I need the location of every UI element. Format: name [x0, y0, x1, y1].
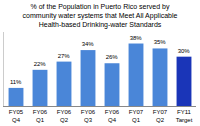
- svg-text:27%: 27%: [58, 53, 71, 59]
- svg-text:22%: 22%: [34, 61, 47, 67]
- svg-text:FY06Q3: FY06Q3: [81, 109, 96, 123]
- svg-text:11%: 11%: [10, 79, 22, 85]
- svg-text:FY06Q1: FY06Q1: [33, 109, 48, 123]
- svg-text:35%: 35%: [154, 39, 167, 45]
- svg-text:38%: 38%: [130, 35, 143, 41]
- svg-text:FY06Q4: FY06Q4: [105, 109, 120, 123]
- svg-text:FY11Target: FY11Target: [176, 109, 193, 123]
- svg-text:FY07Q1: FY07Q1: [129, 109, 144, 123]
- svg-text:30%: 30%: [178, 48, 191, 54]
- svg-text:% of the Population in Puerto: % of the Population in Puerto Rico serve…: [23, 3, 178, 29]
- svg-text:FY07Q2: FY07Q2: [153, 109, 168, 123]
- svg-text:34%: 34%: [82, 41, 95, 47]
- svg-text:26%: 26%: [106, 54, 119, 60]
- svg-text:FY06Q2: FY06Q2: [57, 109, 72, 123]
- svg-text:FY05Q4: FY05Q4: [9, 109, 24, 123]
